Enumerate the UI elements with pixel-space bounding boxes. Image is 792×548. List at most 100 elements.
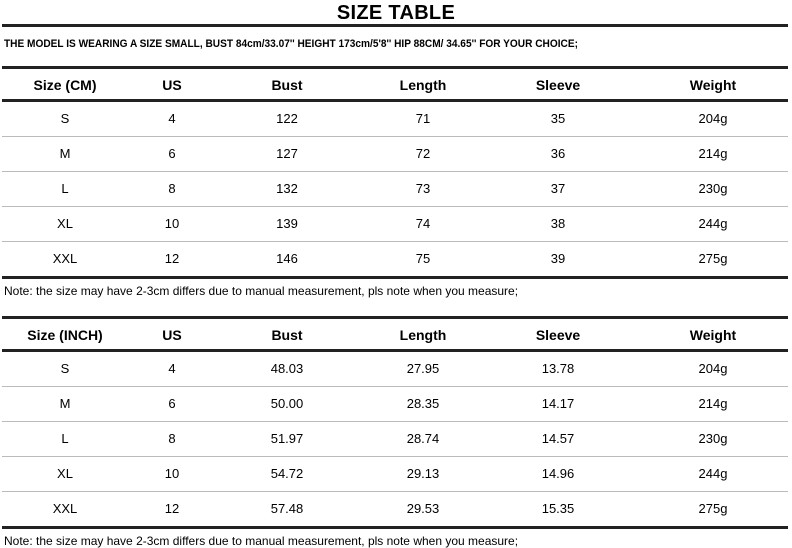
table-cell: 146	[276, 251, 298, 266]
table-cell: 50.00	[270, 396, 304, 411]
table-header-row: Size (INCH) US Bust Length Sleeve Weight	[0, 318, 792, 352]
row-divider	[2, 171, 788, 172]
table-cell: S	[60, 111, 70, 126]
table-row: L 8 51.97 28.74 14.57 230g	[0, 422, 792, 456]
table-cell: 14.57	[541, 431, 575, 446]
table-row: L 8 132 73 37 230g	[0, 172, 792, 206]
table-cell: 71	[415, 111, 431, 126]
table-cell: M	[59, 396, 71, 411]
column-header: US	[162, 327, 182, 343]
table-cell: XL	[57, 466, 73, 481]
table-cell: 48.03	[270, 361, 304, 376]
table-cell: 10	[164, 216, 180, 231]
table-row: XL 10 139 74 38 244g	[0, 207, 792, 241]
row-divider	[2, 421, 788, 422]
column-header: Size (CM)	[33, 77, 97, 93]
column-header: Weight	[689, 77, 737, 93]
table-cell: 54.72	[270, 466, 304, 481]
row-divider	[2, 206, 788, 207]
table-cell: 4	[168, 111, 176, 126]
table-cell: 6	[168, 396, 176, 411]
table-cell: 122	[276, 111, 298, 126]
table-cell: 29.53	[406, 501, 440, 516]
column-header: Length	[399, 77, 447, 93]
table-cell: XL	[57, 216, 73, 231]
table-cell: 15.35	[541, 501, 575, 516]
page-title: SIZE TABLE	[336, 2, 456, 24]
table-cell: 12	[164, 501, 180, 516]
table-cell: 275g	[698, 251, 728, 266]
row-divider	[2, 241, 788, 242]
table-cell: 275g	[698, 501, 728, 516]
measurement-note: Note: the size may have 2-3cm differs du…	[4, 284, 519, 298]
divider	[2, 276, 788, 279]
table-cell: L	[61, 181, 69, 196]
table-cell: 6	[168, 146, 176, 161]
column-header: Bust	[271, 327, 303, 343]
table-cell: 8	[168, 181, 176, 196]
table-cell: 132	[276, 181, 298, 196]
table-cell: 29.13	[406, 466, 440, 481]
table-cell: 27.95	[406, 361, 440, 376]
table-cell: 37	[550, 181, 566, 196]
table-cell: 139	[276, 216, 298, 231]
table-cell: 57.48	[270, 501, 304, 516]
table-cell: 204g	[698, 111, 728, 126]
table-cell: 4	[168, 361, 176, 376]
row-divider	[2, 136, 788, 137]
table-cell: S	[60, 361, 70, 376]
table-row: XXL 12 146 75 39 275g	[0, 242, 792, 276]
row-divider	[2, 386, 788, 387]
column-header: Sleeve	[535, 77, 581, 93]
table-row: XL 10 54.72 29.13 14.96 244g	[0, 457, 792, 491]
table-row: XXL 12 57.48 29.53 15.35 275g	[0, 492, 792, 526]
table-cell: 214g	[698, 146, 728, 161]
divider	[2, 316, 788, 319]
column-header: Bust	[271, 77, 303, 93]
table-cell: 75	[415, 251, 431, 266]
table-cell: 204g	[698, 361, 728, 376]
table-cell: 74	[415, 216, 431, 231]
model-info: THE MODEL IS WEARING A SIZE SMALL, BUST …	[4, 38, 578, 50]
table-cell: 38	[550, 216, 566, 231]
table-cell: 14.96	[541, 466, 575, 481]
table-row: M 6 127 72 36 214g	[0, 137, 792, 171]
table-row: S 4 48.03 27.95 13.78 204g	[0, 352, 792, 386]
table-cell: 39	[550, 251, 566, 266]
column-header: Sleeve	[535, 327, 581, 343]
table-cell: 28.35	[406, 396, 440, 411]
column-header: Weight	[689, 327, 737, 343]
row-divider	[2, 491, 788, 492]
divider	[2, 24, 788, 27]
table-cell: 10	[164, 466, 180, 481]
divider	[2, 99, 788, 102]
column-header: US	[162, 77, 182, 93]
column-header: Size (INCH)	[27, 327, 103, 343]
table-cell: 14.17	[541, 396, 575, 411]
table-cell: L	[61, 431, 69, 446]
table-header-row: Size (CM) US Bust Length Sleeve Weight	[0, 68, 792, 102]
table-cell: 230g	[698, 431, 728, 446]
table-cell: 244g	[698, 216, 728, 231]
table-row: S 4 122 71 35 204g	[0, 102, 792, 136]
table-cell: 51.97	[270, 431, 304, 446]
row-divider	[2, 456, 788, 457]
divider	[2, 526, 788, 529]
table-cell: M	[59, 146, 71, 161]
table-cell: 12	[164, 251, 180, 266]
table-cell: 35	[550, 111, 566, 126]
table-cell: 127	[276, 146, 298, 161]
table-cell: 73	[415, 181, 431, 196]
table-cell: 214g	[698, 396, 728, 411]
table-cell: 72	[415, 146, 431, 161]
table-cell: XXL	[52, 251, 78, 266]
table-cell: 36	[550, 146, 566, 161]
measurement-note: Note: the size may have 2-3cm differs du…	[4, 534, 519, 548]
column-header: Length	[399, 327, 447, 343]
table-cell: 244g	[698, 466, 728, 481]
table-cell: XXL	[52, 501, 78, 516]
divider	[2, 349, 788, 352]
table-cell: 28.74	[406, 431, 440, 446]
divider	[2, 66, 788, 69]
table-cell: 13.78	[541, 361, 575, 376]
